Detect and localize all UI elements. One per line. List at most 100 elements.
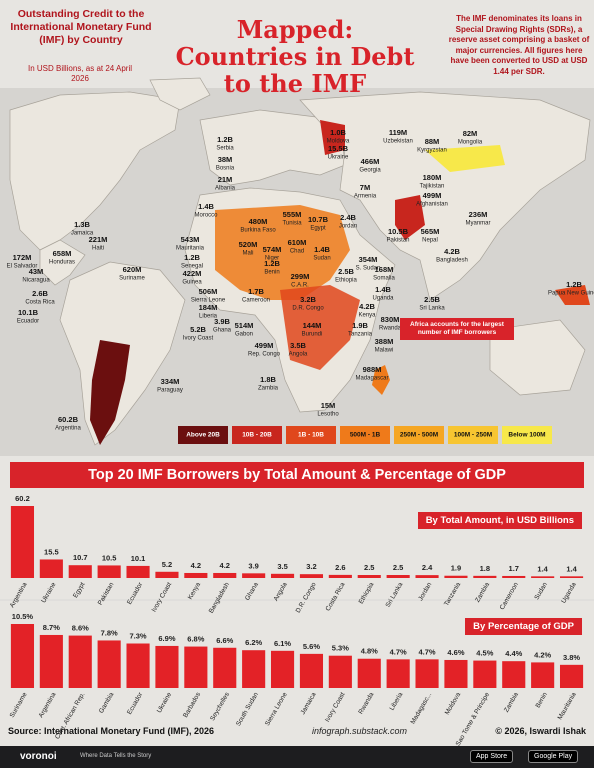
map-value: 119M bbox=[389, 128, 407, 137]
value-label: 4.2% bbox=[534, 650, 551, 659]
bar bbox=[213, 572, 237, 578]
map-value: 15M bbox=[321, 401, 336, 410]
map-value: 221M bbox=[89, 235, 108, 244]
legend-swatch bbox=[232, 426, 282, 444]
map-country: Liberia bbox=[199, 314, 218, 320]
value-label: 3.8% bbox=[563, 653, 580, 662]
africa-central-shading bbox=[280, 285, 360, 370]
map-country: Angola bbox=[289, 352, 308, 358]
bar bbox=[10, 506, 35, 578]
app-store-button[interactable]: App Store bbox=[470, 750, 514, 763]
map-country: Kenya bbox=[358, 313, 376, 319]
map-value: 565M bbox=[421, 227, 440, 236]
x-tick-label: Bangladesh bbox=[208, 581, 231, 615]
x-tick-label: Madagasc... bbox=[409, 691, 433, 725]
map-country: Burkina Faso bbox=[240, 228, 276, 234]
argentina-shape bbox=[90, 340, 130, 445]
map-country: Afghanistan bbox=[416, 202, 448, 208]
png-shape bbox=[555, 285, 590, 305]
map-value: 988M bbox=[363, 365, 382, 374]
map-country: Rep. Congo bbox=[248, 352, 281, 358]
x-tick-label: Suriname bbox=[9, 691, 29, 719]
map-country: Malawi bbox=[375, 348, 394, 354]
map-value: 1.2B bbox=[184, 253, 200, 262]
value-label: 60.2 bbox=[15, 494, 30, 503]
x-tick-label: Ghana bbox=[244, 581, 260, 602]
value-label: 6.6% bbox=[216, 636, 233, 645]
bar bbox=[299, 574, 324, 578]
map-country: Myanmar bbox=[465, 221, 490, 227]
map-country: Burundi bbox=[302, 332, 323, 338]
mongolia-shape bbox=[425, 145, 505, 172]
x-tick-label: Argentina bbox=[9, 581, 29, 609]
map-value: 1.4B bbox=[198, 202, 214, 211]
x-tick-label: Seychelles bbox=[209, 691, 231, 722]
x-tick-label: Ivory Coast bbox=[324, 691, 347, 723]
map-value: 4.2B bbox=[444, 247, 460, 256]
x-tick-label: Rwanda bbox=[357, 691, 375, 715]
map-value: 3.2B bbox=[300, 295, 316, 304]
map-country: Guinea bbox=[182, 280, 202, 286]
map-country: Senegal bbox=[181, 264, 203, 270]
legend-swatch bbox=[502, 426, 552, 444]
left-title: Outstanding Credit to the International … bbox=[10, 8, 152, 46]
map-value: 555M bbox=[283, 210, 302, 219]
map-value: 1.2B bbox=[217, 135, 233, 144]
value-label: 3.9 bbox=[248, 561, 258, 570]
bar bbox=[386, 659, 410, 688]
bar bbox=[415, 659, 439, 688]
map-value: 480M bbox=[249, 217, 268, 226]
bar bbox=[270, 650, 295, 688]
value-label: 6.8% bbox=[187, 635, 204, 644]
google-play-button[interactable]: Google Play bbox=[528, 750, 579, 763]
map-country: Somalia bbox=[373, 276, 395, 282]
map-value: 543M bbox=[181, 235, 200, 244]
map-value: 610M bbox=[288, 238, 307, 247]
map-value: 2.5B bbox=[338, 267, 354, 276]
bar bbox=[386, 575, 410, 578]
bar bbox=[328, 574, 352, 578]
value-label: 4.7% bbox=[418, 647, 435, 656]
map-country: Honduras bbox=[49, 260, 75, 266]
main-title: Mapped: Countries in Debt to the IMF bbox=[175, 15, 415, 98]
map-value: 334M bbox=[161, 377, 180, 386]
madagascar-shape bbox=[372, 365, 390, 395]
map-country: Mauritania bbox=[176, 246, 205, 252]
map-country: Cameroon bbox=[242, 298, 270, 304]
value-label: 4.6% bbox=[447, 648, 464, 657]
chart-subtitle: By Percentage of GDP bbox=[465, 618, 582, 635]
map-value: 499M bbox=[423, 191, 442, 200]
map-annotation: Africa accounts for the largest number o… bbox=[400, 318, 514, 340]
legend-label: 10B - 20B bbox=[242, 432, 272, 439]
north-america bbox=[9, 91, 181, 251]
bar bbox=[184, 572, 208, 578]
map-country: Mali bbox=[242, 251, 253, 257]
greenland bbox=[149, 77, 211, 111]
map-country: Ivory Coast bbox=[183, 336, 214, 342]
x-tick-label: Zambia bbox=[474, 581, 491, 604]
x-tick-label: Liberia bbox=[389, 691, 405, 712]
map-country: Uzbekistan bbox=[383, 139, 413, 145]
ukraine-shape bbox=[320, 120, 345, 155]
note: The IMF denominates its loans in Special… bbox=[448, 14, 590, 76]
map-country: Pakistan bbox=[386, 238, 409, 244]
x-tick-label: Zambia bbox=[503, 691, 520, 714]
map-value: 499M bbox=[255, 341, 274, 350]
map-value: 82M bbox=[463, 129, 478, 138]
bar bbox=[531, 662, 555, 688]
x-tick-label: South Sudan bbox=[235, 691, 260, 727]
x-tick-label: Ukraine bbox=[40, 581, 57, 604]
value-label: 7.8% bbox=[101, 628, 118, 637]
map-value: 1.9B bbox=[352, 321, 368, 330]
map-country: Kyrgyzstan bbox=[417, 148, 447, 154]
value-label: 2.5 bbox=[364, 563, 374, 572]
map-country: Costa Rica bbox=[25, 300, 55, 306]
x-tick-label: Pakistan bbox=[97, 581, 116, 606]
value-label: 1.4 bbox=[537, 564, 548, 573]
bar bbox=[97, 565, 121, 578]
value-label: 3.5 bbox=[277, 562, 287, 571]
x-tick-label: Mauritania bbox=[557, 691, 578, 721]
map-country: S. Sudan bbox=[356, 266, 381, 272]
map-value: 506M bbox=[199, 287, 218, 296]
map-country: Argentina bbox=[55, 426, 81, 432]
